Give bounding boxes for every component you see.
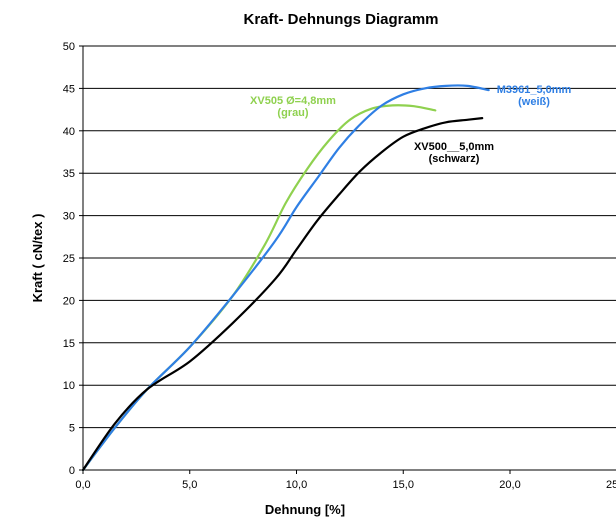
series-annotations: M3961_5,0mm(weiß)XV505 Ø=4,8mm(grau)XV50… <box>250 84 571 165</box>
x-axis-label: Dehnung [%] <box>265 502 345 517</box>
chart-title: Kraft- Dehnungs Diagramm <box>243 11 438 28</box>
y-tick-label: 30 <box>63 211 75 223</box>
x-tick-label: 15,0 <box>393 479 414 491</box>
y-tick-label: 20 <box>63 295 75 307</box>
series-lines <box>81 84 490 472</box>
annotation-line1: XV500__5,0mm <box>414 141 494 153</box>
annotation-xv505: XV505 Ø=4,8mm(grau) <box>250 95 336 119</box>
y-tick-label: 5 <box>69 423 75 435</box>
x-tick-label: 0,0 <box>75 479 90 491</box>
y-tick-label: 35 <box>63 168 75 180</box>
y-tick-label: 0 <box>69 465 75 477</box>
annotation-line2: (grau) <box>277 107 309 119</box>
annotation-line2: (weiß) <box>518 96 550 108</box>
y-axis-label: Kraft ( cN/tex ) <box>30 214 45 303</box>
annotation-line2: (schwarz) <box>429 153 480 165</box>
y-tick-label: 25 <box>63 253 75 265</box>
y-tick-label: 10 <box>63 380 75 392</box>
annotation-line1: M3961_5,0mm <box>497 84 572 96</box>
series-line-m3961 <box>81 84 490 472</box>
x-tick-label: 25,0 <box>606 479 616 491</box>
x-tick-label: 5,0 <box>182 479 197 491</box>
y-ticks: 0 5 10 15 20 25 30 35 40 45 50 <box>63 41 83 477</box>
y-tick-label: 45 <box>63 83 75 95</box>
series-line-xv500 <box>81 117 484 472</box>
grid-lines <box>83 45 616 429</box>
x-tick-label: 20,0 <box>499 479 520 491</box>
y-tick-label: 50 <box>63 41 75 53</box>
annotation-m3961: M3961_5,0mm(weiß) <box>497 84 572 108</box>
y-tick-label: 15 <box>63 338 75 350</box>
annotation-xv500: XV500__5,0mm(schwarz) <box>414 141 494 165</box>
annotation-line1: XV505 Ø=4,8mm <box>250 95 336 107</box>
x-tick-label: 10,0 <box>286 479 307 491</box>
y-tick-label: 40 <box>63 126 75 138</box>
